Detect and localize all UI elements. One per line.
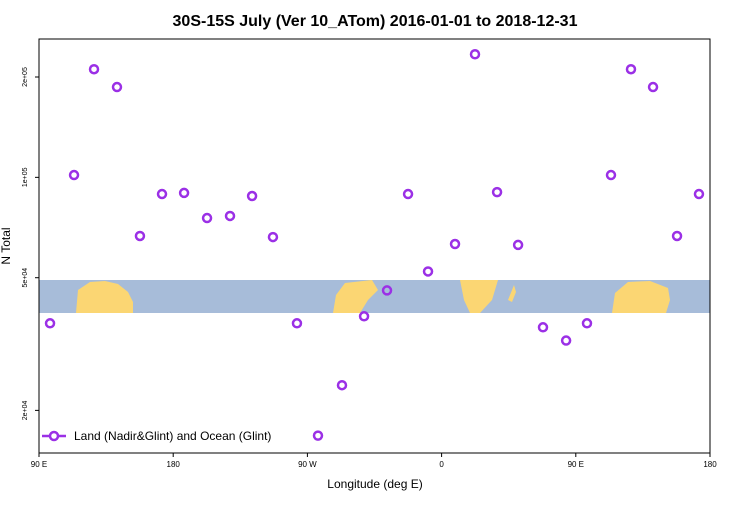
point [693, 188, 705, 200]
point [88, 63, 100, 75]
legend-label: Land (Nadir&Glint) and Ocean (Glint) [74, 429, 271, 443]
x-tick-label: 90 E [31, 460, 47, 469]
point [68, 169, 80, 181]
point [224, 210, 236, 222]
point [267, 231, 279, 243]
x-axis-label: Longitude (deg E) [327, 477, 422, 491]
chart-title: 30S-15S July (Ver 10_ATom) 2016-01-01 to… [173, 13, 578, 30]
point [537, 322, 549, 333]
x-tick-label: 180 [703, 460, 717, 469]
point [201, 212, 213, 224]
point [512, 239, 524, 251]
point [111, 81, 123, 93]
point [491, 186, 503, 198]
point [291, 318, 303, 329]
plot-frame [38, 38, 711, 454]
point [449, 238, 461, 250]
y-tick-label: 2e+05 [22, 67, 29, 87]
point [422, 266, 434, 277]
point [358, 311, 370, 322]
point [312, 430, 324, 441]
y-tick-label: 5e+04 [22, 268, 29, 288]
point [178, 187, 190, 199]
x-tick-label: 0 [439, 460, 444, 469]
point [625, 63, 637, 75]
point [560, 335, 572, 346]
point [469, 49, 481, 60]
point [156, 188, 168, 200]
y-tick-label: 1e+05 [22, 167, 29, 187]
point [402, 188, 414, 200]
legend-marker [48, 430, 60, 442]
point [134, 230, 146, 242]
x-tick-label: 90 E [568, 460, 584, 469]
point [647, 81, 659, 93]
x-tick-label: 90 W [298, 460, 317, 469]
y-axis-label: N Total [0, 227, 13, 264]
continents [76, 280, 670, 313]
x-tick-label: 180 [167, 460, 181, 469]
point [336, 379, 348, 391]
point [671, 230, 683, 242]
y-tick-label: 2e+04 [22, 400, 29, 420]
point [246, 190, 258, 202]
point [581, 318, 593, 329]
point [605, 169, 617, 181]
point [44, 318, 56, 329]
point [381, 285, 393, 296]
